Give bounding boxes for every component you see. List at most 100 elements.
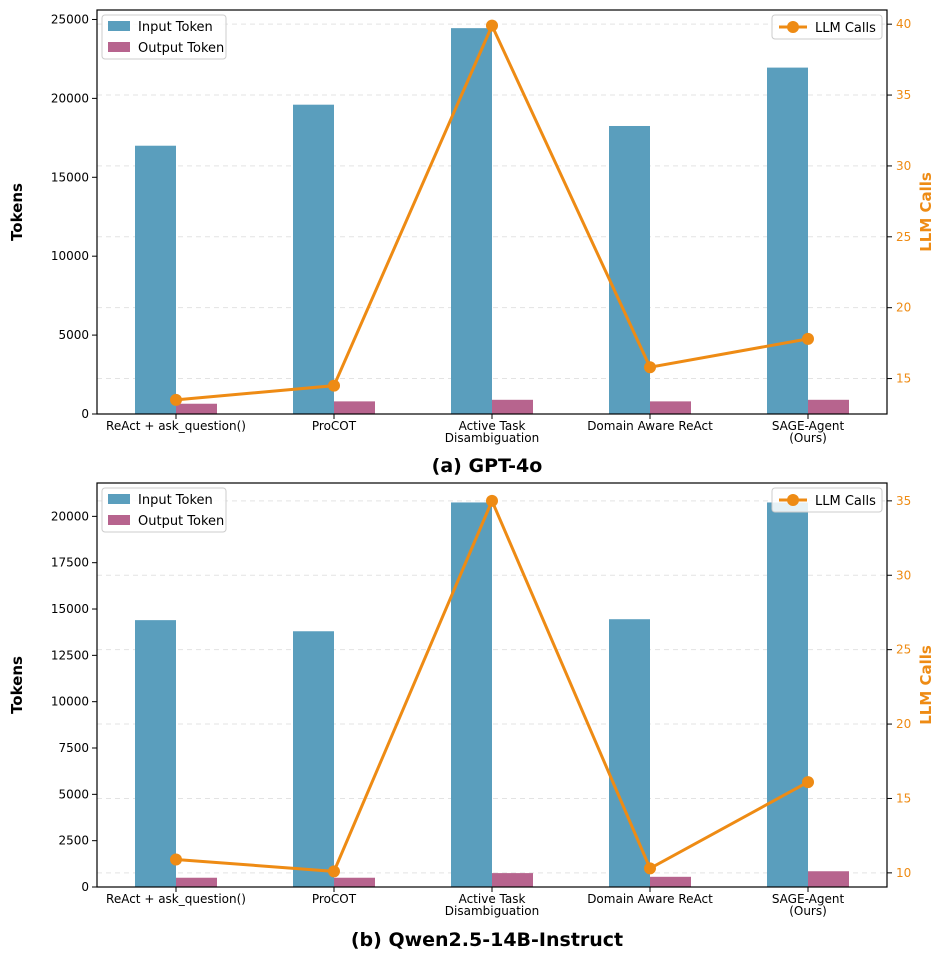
y2-tick-label: 35: [896, 494, 911, 508]
y2-tick-label: 30: [896, 159, 911, 173]
y2-tick-label: 15: [896, 372, 911, 386]
x-tick-label: Active Task: [459, 419, 526, 433]
x-tick-label: SAGE-Agent: [772, 892, 845, 906]
bar-input-token: [135, 145, 176, 414]
legend-left: Input Token Output Token: [101, 487, 227, 533]
bar-output-token: [808, 399, 849, 414]
bar-output-token: [334, 401, 375, 414]
chart-caption: (b) Qwen2.5-14B-Instruct: [351, 929, 623, 951]
legend-box: [771, 14, 883, 40]
legend-marker-llm: [787, 21, 799, 33]
bar-input-token: [293, 631, 334, 887]
y-tick-label: 17500: [51, 556, 89, 570]
bar-input-token: [293, 104, 334, 414]
y2-tick-label: 30: [896, 568, 911, 582]
legend-swatch-input: [108, 21, 130, 31]
x-tick-label: ProCOT: [312, 419, 357, 433]
bar-output-token: [492, 399, 533, 414]
y2-tick-label: 40: [896, 17, 911, 31]
x-tick-label: (Ours): [789, 431, 827, 445]
y-tick-label: 10000: [51, 249, 89, 263]
y-tick-label: 12500: [51, 648, 89, 662]
bar-output-token: [176, 403, 217, 414]
y-tick-label: 0: [81, 407, 89, 421]
bar-output-token: [808, 871, 849, 887]
y-tick-label: 5000: [58, 328, 89, 342]
y2-axis-label: LLM Calls: [917, 172, 935, 252]
bar-output-token: [492, 873, 533, 887]
y2-tick-label: 25: [896, 230, 911, 244]
llm-calls-point: [170, 853, 182, 866]
bar-input-token: [609, 125, 650, 414]
y-tick-label: 25000: [51, 12, 89, 26]
legend-swatch-output: [108, 515, 130, 525]
bar-input-token: [767, 502, 808, 887]
legend-label-llm: LLM Calls: [815, 21, 876, 36]
y2-tick-label: 15: [896, 791, 911, 805]
llm-calls-point: [486, 494, 498, 507]
legend-marker-llm: [787, 494, 799, 506]
legend-box: [101, 487, 227, 533]
y-axis-label: Tokens: [8, 656, 26, 714]
legend-box: [101, 14, 227, 60]
llm-calls-point: [802, 332, 814, 345]
chart-panel-b: 0 2500 5000 7500 10000 12500 15000 17500 20000 10…: [8, 482, 935, 951]
y-tick-label: 10000: [51, 695, 89, 709]
llm-calls-point: [644, 361, 656, 374]
chart-caption: (a) GPT-4o: [432, 455, 543, 477]
llm-calls-point: [644, 862, 656, 875]
x-tick-label: Disambiguation: [445, 431, 539, 445]
legend-label-output: Output Token: [138, 41, 224, 56]
legend-label-llm: LLM Calls: [815, 494, 876, 509]
bar-output-token: [176, 877, 217, 887]
llm-calls-point: [328, 379, 340, 392]
legend-right: LLM Calls: [771, 14, 883, 40]
y-tick-label: 5000: [58, 787, 89, 801]
legend-swatch-input: [108, 494, 130, 504]
legend-box: [771, 487, 883, 513]
legend-label-input: Input Token: [138, 493, 213, 508]
x-tick-label: ProCOT: [312, 892, 357, 906]
y2-tick-label: 20: [896, 301, 911, 315]
y-tick-label: 15000: [51, 170, 89, 184]
bar-input-token: [767, 67, 808, 414]
x-tick-label: Domain Aware ReAct: [587, 419, 713, 433]
x-tick-label: Disambiguation: [445, 904, 539, 918]
y-tick-label: 7500: [58, 741, 89, 755]
x-tick-label: (Ours): [789, 904, 827, 918]
llm-calls-point: [486, 19, 498, 32]
y2-tick-label: 10: [896, 866, 911, 880]
y2-tick-label: 25: [896, 643, 911, 657]
bar-output-token: [334, 877, 375, 887]
x-tick-label: ReAct + ask_question(): [106, 892, 246, 906]
bar-input-token: [135, 620, 176, 887]
llm-calls-point: [328, 865, 340, 878]
y-tick-label: 15000: [51, 602, 89, 616]
bar-output-token: [650, 876, 691, 887]
bar-input-token: [609, 619, 650, 887]
bar-input-token: [451, 502, 492, 887]
llm-calls-point: [170, 393, 182, 406]
legend-left: Input Token Output Token: [101, 14, 227, 60]
y2-tick-label: 20: [896, 717, 911, 731]
y-tick-label: 20000: [51, 91, 89, 105]
legend-label-input: Input Token: [138, 20, 213, 35]
x-tick-label: SAGE-Agent: [772, 419, 845, 433]
bar-input-token: [451, 28, 492, 414]
legend-label-output: Output Token: [138, 514, 224, 529]
y-axis-label: Tokens: [8, 183, 26, 241]
y-tick-label: 0: [81, 880, 89, 894]
legend-swatch-output: [108, 42, 130, 52]
y-tick-label: 2500: [58, 834, 89, 848]
y-tick-label: 20000: [51, 509, 89, 523]
x-tick-label: Active Task: [459, 892, 526, 906]
chart-panel-a: 0 5000 10000 15000 20000 25000 15 20 25 30 35 40 ReA…: [8, 9, 935, 477]
x-tick-label: ReAct + ask_question(): [106, 419, 246, 433]
y2-axis-label: LLM Calls: [917, 645, 935, 725]
legend-right: LLM Calls: [771, 487, 883, 513]
llm-calls-point: [802, 776, 814, 789]
bar-output-token: [650, 401, 691, 414]
y2-tick-label: 35: [896, 88, 911, 102]
x-tick-label: Domain Aware ReAct: [587, 892, 713, 906]
